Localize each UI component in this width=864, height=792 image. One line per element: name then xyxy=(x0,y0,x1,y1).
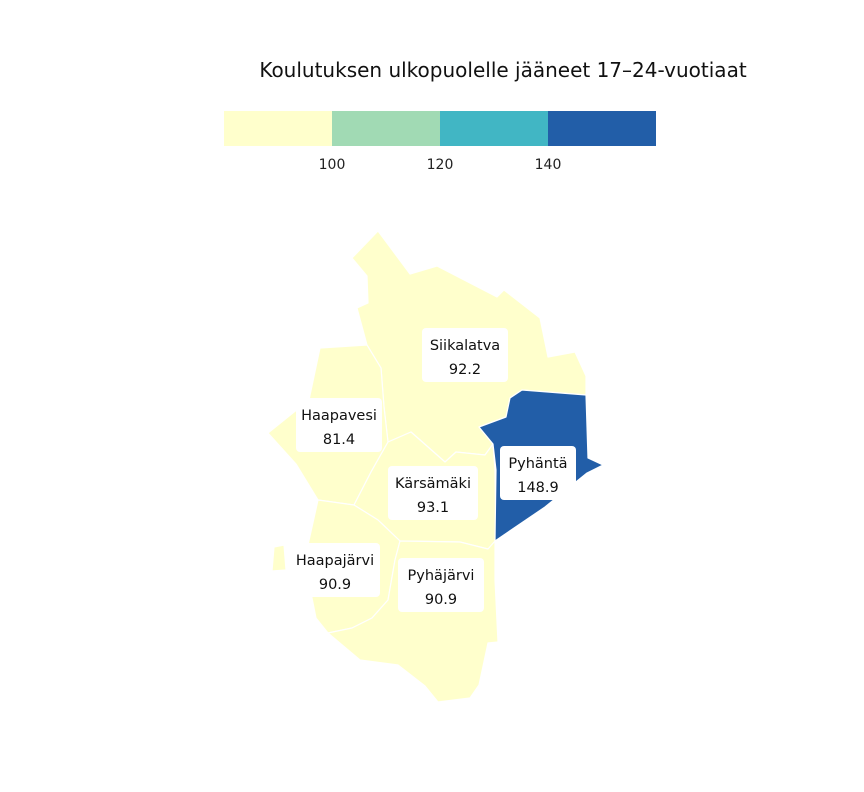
legend-tick-label: 120 xyxy=(427,157,454,173)
region-labels: Siikalatva 92.2 Haapavesi 81.4 Kärsämäki… xyxy=(290,328,576,612)
legend-tick-label: 140 xyxy=(535,157,562,173)
region-haapajarvi-exclave xyxy=(271,544,287,572)
color-legend: 100 120 140 xyxy=(224,111,656,173)
region-name: Kärsämäki xyxy=(395,476,471,492)
legend-tick-label: 100 xyxy=(319,157,346,173)
label-pyhajarvi: Pyhäjärvi 90.9 xyxy=(398,558,484,612)
legend-swatch xyxy=(440,111,548,146)
label-karsamaki: Kärsämäki 93.1 xyxy=(388,466,478,520)
region-name: Haapavesi xyxy=(301,408,377,424)
region-value: 92.2 xyxy=(449,362,481,378)
label-siikalatva: Siikalatva 92.2 xyxy=(422,328,508,382)
map-title: Koulutuksen ulkopuolelle jääneet 17–24-v… xyxy=(259,58,746,82)
region-name: Haapajärvi xyxy=(296,553,374,569)
legend-swatch xyxy=(224,111,332,146)
region-value: 93.1 xyxy=(417,500,449,516)
label-pyhanta: Pyhäntä 148.9 xyxy=(500,446,576,500)
region-name: Pyhäntä xyxy=(508,456,567,472)
region-value: 148.9 xyxy=(517,480,559,496)
legend-swatch xyxy=(332,111,440,146)
legend-swatch xyxy=(548,111,656,146)
region-value: 90.9 xyxy=(425,592,457,608)
region-value: 81.4 xyxy=(323,432,355,448)
label-haapavesi: Haapavesi 81.4 xyxy=(296,398,382,452)
region-value: 90.9 xyxy=(319,577,351,593)
region-name: Pyhäjärvi xyxy=(408,568,475,584)
label-haapajarvi: Haapajärvi 90.9 xyxy=(290,543,380,597)
region-name: Siikalatva xyxy=(430,338,500,354)
